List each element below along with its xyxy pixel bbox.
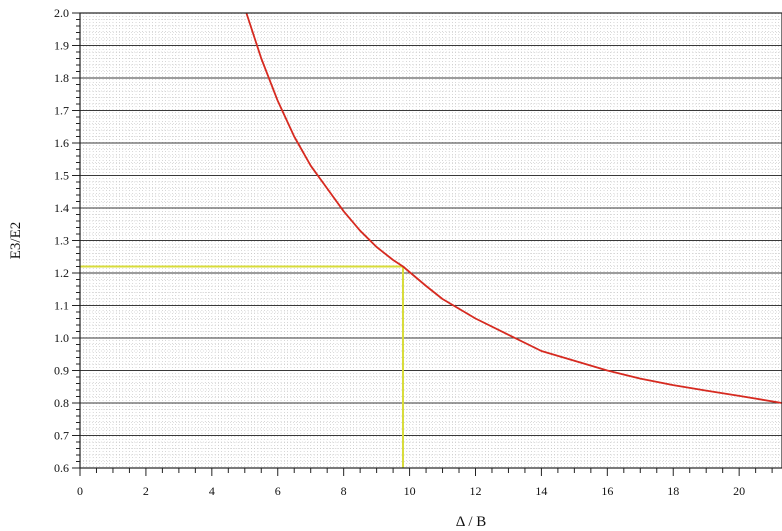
- y-tick-label: 1.2: [54, 266, 69, 280]
- y-tick-label: 1.6: [54, 136, 69, 150]
- series-line-0: [245, 12, 782, 404]
- x-tick-label: 2: [143, 484, 149, 498]
- axis-ticks: [72, 12, 773, 476]
- y-axis-title: E3/E2: [8, 222, 24, 260]
- y-tick-label: 1.0: [54, 331, 69, 345]
- series-layer: [245, 12, 782, 404]
- x-tick-label: 6: [275, 484, 281, 498]
- y-tick-labels: 0.6 0.7 0.8 0.9 1.0 1.1 1.2 1.3 1.4 1.5 1.6 1.7 1.8 1…: [54, 6, 69, 475]
- y-tick-label: 1.3: [54, 234, 69, 248]
- x-tick-label: 12: [469, 484, 481, 498]
- x-axis-title: Δ / B: [456, 514, 487, 530]
- y-tick-label: 1.8: [54, 71, 69, 85]
- x-tick-label: 4: [209, 484, 215, 498]
- y-tick-label: 1.4: [54, 201, 69, 215]
- y-tick-label: 0.8: [54, 396, 69, 410]
- y-tick-label: 0.9: [54, 364, 69, 378]
- annotation-layer: [80, 265, 404, 468]
- y-tick-label: 1.5: [54, 169, 69, 183]
- y-tick-label: 1.9: [54, 39, 69, 53]
- y-tick-label: 1.7: [54, 104, 69, 118]
- x-tick-label: 8: [341, 484, 347, 498]
- x-tick-label: 16: [601, 484, 613, 498]
- x-tick-label: 14: [535, 484, 547, 498]
- y-tick-label: 2.0: [54, 6, 69, 20]
- x-tick-label: 20: [733, 484, 745, 498]
- y-tick-label: 1.1: [54, 299, 69, 313]
- y-tick-label: 0.7: [54, 429, 69, 443]
- x-tick-label: 10: [404, 484, 416, 498]
- x-tick-label: 0: [77, 484, 83, 498]
- y-tick-label: 0.6: [54, 461, 69, 475]
- x-tick-labels: 0 2 4 6 8 10 12 14 16 18 20: [77, 484, 745, 498]
- x-tick-label: 18: [667, 484, 679, 498]
